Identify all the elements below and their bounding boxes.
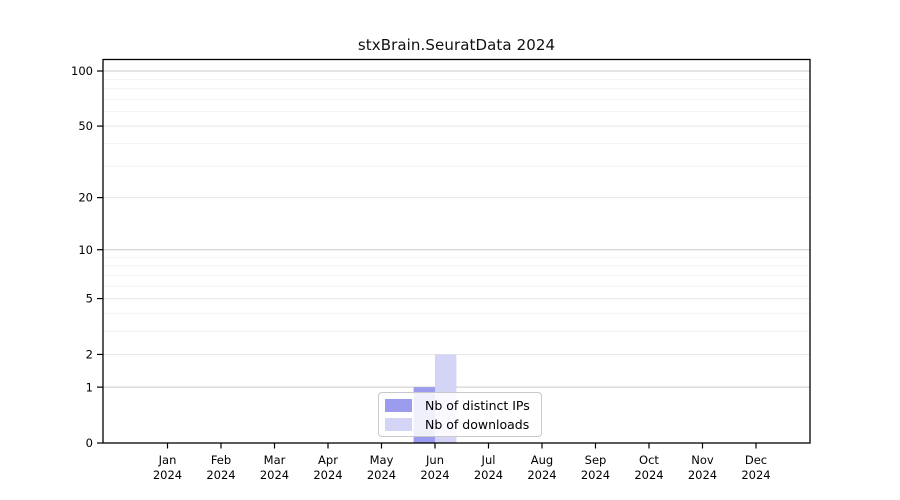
y-tick-label: 0 — [86, 436, 93, 450]
x-tick-label-month: Sep — [585, 453, 607, 467]
x-tick-label-year: 2024 — [474, 468, 503, 482]
legend-item-distinct-ips: Nb of distinct IPs — [385, 397, 535, 413]
y-tick-label: 100 — [71, 64, 93, 78]
plot-border — [102, 58, 811, 444]
x-tick-label-year: 2024 — [420, 468, 449, 482]
y-tick-label: 5 — [86, 292, 93, 306]
x-tick-label-month: Jun — [425, 453, 444, 467]
y-tick-label: 20 — [78, 191, 93, 205]
x-tick-label-year: 2024 — [153, 468, 182, 482]
legend-label-downloads: Nb of downloads — [425, 416, 530, 432]
x-tick-label-year: 2024 — [527, 468, 556, 482]
x-tick-label-year: 2024 — [688, 468, 717, 482]
x-tick-label-year: 2024 — [367, 468, 396, 482]
x-tick-label-year: 2024 — [260, 468, 289, 482]
x-tick-label-month: Dec — [745, 453, 767, 467]
legend-item-downloads: Nb of downloads — [385, 416, 535, 432]
x-tick-label-year: 2024 — [741, 468, 770, 482]
x-tick-label-month: Apr — [318, 453, 338, 467]
y-tick-label: 10 — [78, 243, 93, 257]
x-tick-label-year: 2024 — [313, 468, 342, 482]
x-tick-label-month: Nov — [691, 453, 714, 467]
x-tick-label-month: Feb — [211, 453, 231, 467]
x-tick-label-month: Jul — [481, 453, 496, 467]
legend-swatch-downloads — [385, 417, 412, 431]
legend-label-distinct-ips: Nb of distinct IPs — [425, 397, 530, 413]
x-tick-label-month: Aug — [531, 453, 553, 467]
x-tick-label-month: Oct — [639, 453, 659, 467]
y-tick-label: 2 — [86, 348, 93, 362]
chart-title: stxBrain.SeuratData 2024 — [357, 36, 556, 54]
x-tick-label-month: May — [370, 453, 394, 467]
y-tick-label: 50 — [78, 119, 93, 133]
x-tick-label-month: Mar — [264, 453, 286, 467]
legend-swatch-distinct-ips — [385, 398, 412, 412]
y-tick-label: 1 — [86, 380, 93, 394]
x-tick-label-year: 2024 — [634, 468, 663, 482]
x-tick-label-month: Jan — [158, 453, 177, 467]
legend: Nb of distinct IPs Nb of downloads — [378, 392, 542, 437]
x-tick-label-year: 2024 — [206, 468, 235, 482]
x-tick-label-year: 2024 — [581, 468, 610, 482]
